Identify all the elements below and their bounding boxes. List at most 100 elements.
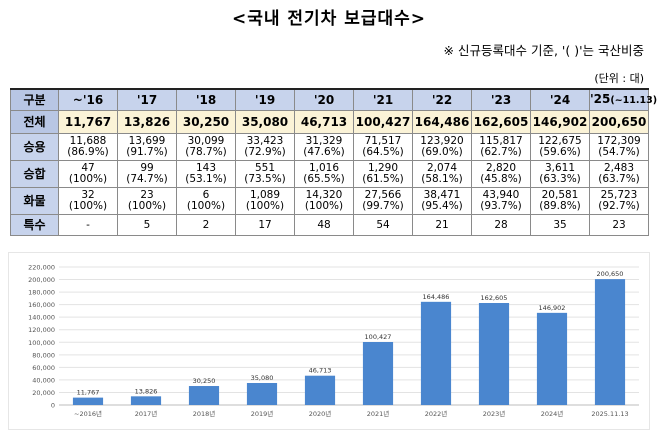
table-cell: 43,940 (93.7%)	[471, 187, 531, 215]
cell-share: (65.5%)	[303, 173, 345, 185]
table-cell: 33,423 (72.9%)	[235, 133, 295, 161]
bar	[536, 312, 568, 405]
cell-value: 99	[140, 162, 154, 174]
x-tick-label: 2022년	[425, 409, 448, 418]
cell-value: 30,099	[187, 135, 225, 147]
x-tick-label: 2023년	[483, 409, 506, 418]
cell-share: (61.5%)	[362, 173, 404, 185]
table-cell: -	[58, 214, 118, 236]
table-cell: 100,427	[353, 110, 413, 134]
table-cell: 27,566 (99.7%)	[353, 187, 413, 215]
table-cell: 162,605	[471, 110, 531, 134]
cell-value: 1,089	[249, 189, 281, 201]
table-cell: 3,611 (63.3%)	[530, 160, 590, 188]
cell-value: 2	[202, 218, 210, 231]
data-label: 200,650	[597, 270, 624, 278]
cell-share: (89.8%)	[539, 200, 581, 212]
bar	[188, 386, 220, 405]
cell-value: 47	[81, 162, 95, 174]
table-cell: 38,471 (95.4%)	[412, 187, 472, 215]
cell-value: 2,074	[426, 162, 458, 174]
cell-share: (63.3%)	[539, 173, 581, 185]
row-header: 전체	[10, 110, 59, 134]
cell-share: (99.7%)	[362, 200, 404, 212]
column-header: '22	[412, 88, 472, 111]
table-cell: 14,320 (100%)	[294, 187, 354, 215]
cell-value: 172,309	[597, 135, 641, 147]
bar	[362, 342, 394, 405]
cell-share: (69.0%)	[421, 146, 463, 158]
table-cell: 31,329 (47.6%)	[294, 133, 354, 161]
y-tick-label: 100,000	[28, 339, 55, 347]
cell-share: (47.6%)	[303, 146, 345, 158]
table-cell: 30,099 (78.7%)	[176, 133, 236, 161]
table-cell: 1,016 (65.5%)	[294, 160, 354, 188]
table-cell: 1,290 (61.5%)	[353, 160, 413, 188]
data-label: 162,605	[481, 294, 508, 302]
cell-share: (74.7%)	[126, 173, 168, 185]
cell-value: 30,250	[182, 114, 230, 129]
y-tick-label: 160,000	[28, 301, 55, 309]
cell-value: 28	[494, 218, 508, 231]
cell-value: 32	[81, 189, 95, 201]
cell-share: (58.1%)	[421, 173, 463, 185]
bar	[72, 397, 104, 405]
cell-value: 20,581	[541, 189, 579, 201]
cell-value: 54	[376, 218, 390, 231]
x-tick-label: 2024년	[541, 409, 564, 418]
cell-share: (73.5%)	[244, 173, 286, 185]
cell-value: 1,016	[308, 162, 340, 174]
data-label: 35,080	[251, 374, 274, 382]
table-cell: 71,517 (64.5%)	[353, 133, 413, 161]
bar	[130, 396, 162, 405]
cell-value: 17	[258, 218, 272, 231]
cell-value: 11,688	[69, 135, 107, 147]
table-row: 특수 - 5 2 17 48 54 21 28 35 23	[10, 214, 649, 236]
x-tick-label: 2021년	[367, 409, 390, 418]
cell-value: 27,566	[364, 189, 402, 201]
table-row: 승합 47 (100%) 99 (74.7%) 143 (53.1%) 551 (73.5%) 1…	[10, 160, 649, 188]
column-header-suffix: (~11.13)	[610, 95, 658, 106]
column-header: '23	[471, 88, 531, 111]
table-cell: 13,826	[117, 110, 177, 134]
cell-value: 115,817	[479, 135, 523, 147]
cell-share: (72.9%)	[244, 146, 286, 158]
bar	[594, 279, 626, 405]
table-cell: 2,483 (63.7%)	[589, 160, 649, 188]
x-tick-label: ~2016년	[74, 409, 102, 418]
cell-value: 164,486	[414, 114, 470, 129]
cell-value: 5	[143, 218, 151, 231]
table-cell: 28	[471, 214, 531, 236]
row-header: 승용	[10, 133, 59, 161]
table-header-row: 구분 ~'16 '17 '18 '19 '20 '21 '22 '23 '24 …	[10, 88, 657, 111]
source-note: ※ 신규등록대수 기준, '( )'는 국산비중	[443, 43, 644, 58]
table-row: 화물 32 (100%) 23 (100%) 6 (100%) 1,089 (100%) 14,3…	[10, 187, 649, 215]
cell-value: 3,611	[544, 162, 576, 174]
table-cell: 35,080	[235, 110, 295, 134]
y-tick-label: 20,000	[32, 389, 55, 397]
unit-label: (단위 : 대)	[594, 72, 644, 85]
table-cell: 6 (100%)	[176, 187, 236, 215]
x-tick-label: 2025.11.13	[591, 410, 628, 418]
table-cell: 164,486	[412, 110, 472, 134]
row-header: 특수	[10, 214, 59, 236]
cell-share: (91.7%)	[126, 146, 168, 158]
cell-value: 6	[202, 189, 210, 201]
column-header: '20	[294, 88, 354, 111]
y-tick-label: 80,000	[32, 351, 55, 359]
cell-share: (45.8%)	[480, 173, 522, 185]
data-label: 164,486	[423, 293, 450, 301]
table-cell: 20,581 (89.8%)	[530, 187, 590, 215]
table-cell: 11,767	[58, 110, 118, 134]
cell-share: (92.7%)	[598, 200, 640, 212]
cell-share: (64.5%)	[362, 146, 404, 158]
page-title: <국내 전기차 보급대수>	[231, 9, 427, 29]
data-label: 100,427	[365, 333, 392, 341]
cell-value: 38,471	[423, 189, 461, 201]
cell-share: (54.7%)	[598, 146, 640, 158]
y-tick-label: 200,000	[28, 276, 55, 284]
ev-stats-table: 구분 ~'16 '17 '18 '19 '20 '21 '22 '23 '24 …	[10, 88, 657, 236]
chart-area: 0 20,000 40,000 60,000 80,000 100,000 120,000 1…	[8, 252, 650, 430]
cell-share: (78.7%)	[185, 146, 227, 158]
table-cell: 115,817 (62.7%)	[471, 133, 531, 161]
